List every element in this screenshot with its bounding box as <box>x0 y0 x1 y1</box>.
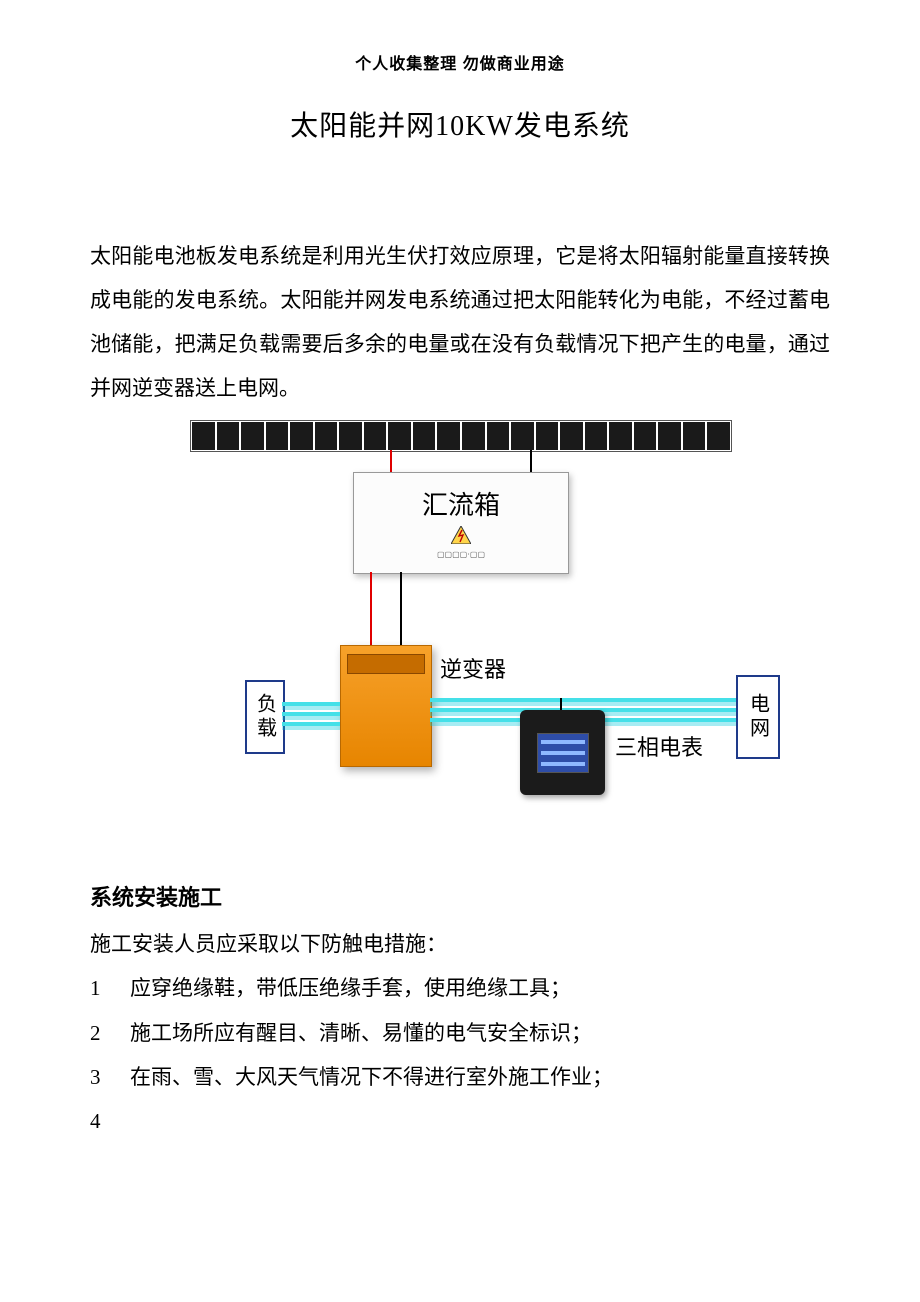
wire-ac-load-3 <box>282 722 340 726</box>
inverter-box <box>340 645 432 767</box>
grid-box: 电网 <box>736 675 780 759</box>
meter-label: 三相电表 <box>615 730 703 762</box>
wire-ac-load-1 <box>282 702 340 706</box>
section-intro: 施工安装人员应采取以下防触电措施： <box>90 922 830 966</box>
list-item: 2 施工场所应有醒目、清晰、易懂的电气安全标识； <box>90 1011 830 1055</box>
inverter-label: 逆变器 <box>440 652 506 684</box>
solar-panel-strip <box>190 420 732 452</box>
list-item: 1 应穿绝缘鞋，带低压绝缘手套，使用绝缘工具； <box>90 966 830 1010</box>
system-diagram: 汇流箱 ▢▢▢▢·▢▢ 逆变器 负载 <box>140 420 780 820</box>
junction-box: 汇流箱 ▢▢▢▢·▢▢ <box>353 472 569 574</box>
list-item: 3 在雨、雪、大风天气情况下不得进行室外施工作业； <box>90 1055 830 1099</box>
section-heading: 系统安装施工 <box>90 880 830 912</box>
junction-box-smalltext: ▢▢▢▢·▢▢ <box>354 550 568 559</box>
wire-ac-grid-1 <box>430 698 740 702</box>
header-note: 个人收集整理 勿做商业用途 <box>90 50 830 74</box>
wire-neg-mid <box>400 572 402 647</box>
meter-screen <box>537 733 589 773</box>
list-item: 4 <box>90 1099 830 1143</box>
three-phase-meter <box>520 710 605 795</box>
load-label: 负载 <box>251 693 280 741</box>
list-number: 2 <box>90 1011 130 1055</box>
junction-box-label: 汇流箱 <box>354 485 568 522</box>
warning-icon <box>451 526 471 544</box>
list-text: 应穿绝缘鞋，带低压绝缘手套，使用绝缘工具； <box>130 966 571 1010</box>
list-number: 3 <box>90 1055 130 1099</box>
list-number: 1 <box>90 966 130 1010</box>
list-number: 4 <box>90 1099 130 1143</box>
load-box: 负载 <box>245 680 285 754</box>
wire-pos-mid <box>370 572 372 647</box>
intro-paragraph: 太阳能电池板发电系统是利用光生伏打效应原理，它是将太阳辐射能量直接转换成电能的发… <box>90 234 830 410</box>
document-title: 太阳能并网10KW发电系统 <box>90 104 830 144</box>
grid-label: 电网 <box>744 693 773 741</box>
wire-ac-load-2 <box>282 712 340 716</box>
wire-pos-panel <box>390 450 392 472</box>
list-text: 施工场所应有醒目、清晰、易懂的电气安全标识； <box>130 1011 592 1055</box>
wire-neg-panel <box>530 450 532 472</box>
document-page: 个人收集整理 勿做商业用途 太阳能并网10KW发电系统 太阳能电池板发电系统是利… <box>0 0 920 1203</box>
list-text: 在雨、雪、大风天气情况下不得进行室外施工作业； <box>130 1055 613 1099</box>
